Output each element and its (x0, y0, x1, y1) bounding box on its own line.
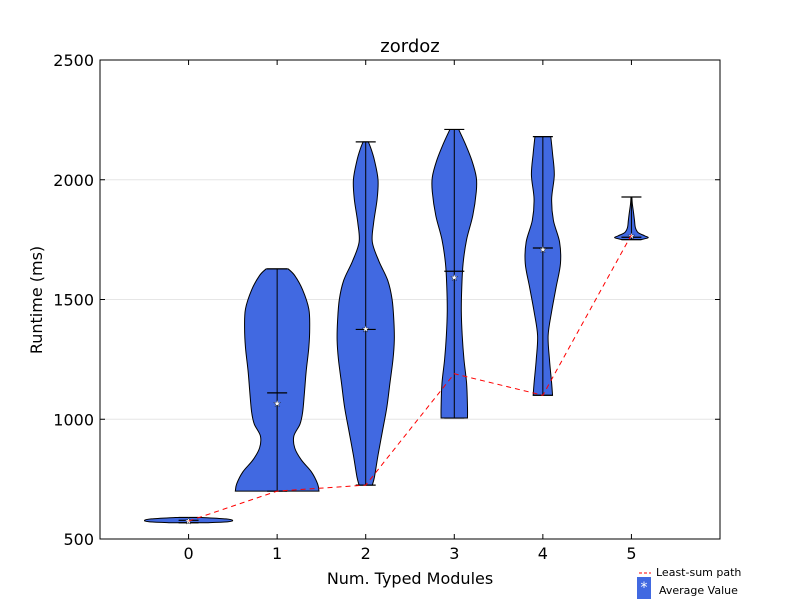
violin-mean-star: ★ (539, 246, 547, 256)
y-tick-label: 2000 (53, 171, 94, 190)
x-axis-title: Num. Typed Modules (327, 569, 493, 588)
x-tick-label: 2 (361, 544, 371, 563)
legend-star-icon: * (641, 580, 648, 596)
legend: Least-sum path * Average Value (637, 566, 741, 599)
violin-layer: ★ ★ ★ ★ ★ ★ (143, 128, 649, 527)
x-tick-label: 3 (449, 544, 459, 563)
legend-path-label: Least-sum path (656, 566, 741, 579)
y-axis-title: Runtime (ms) (27, 246, 46, 354)
least-sum-path-line (188, 234, 632, 522)
violin-mean-star: ★ (627, 232, 635, 242)
legend-average-label: Average Value (659, 584, 738, 597)
y-tick-label: 2500 (53, 51, 94, 70)
y-tick-label: 500 (63, 530, 94, 549)
y-tick-label: 1500 (53, 291, 94, 310)
grid-layer (100, 179, 720, 420)
violin-mean-star: ★ (362, 325, 370, 335)
violin-mean-star: ★ (185, 517, 193, 527)
chart-title: zordoz (380, 36, 439, 57)
violin-mean-star: ★ (273, 399, 281, 409)
x-tick-label: 4 (538, 544, 548, 563)
tick-layer: 500 1000 1500 2000 2500 0 1 2 3 4 5 (53, 51, 721, 563)
x-tick-label: 0 (183, 544, 193, 563)
legend-average-swatch (637, 577, 651, 599)
y-tick-label: 1000 (53, 410, 94, 429)
x-tick-label: 1 (272, 544, 282, 563)
violin-mean-star: ★ (450, 274, 458, 284)
least-sum-path-layer (188, 234, 632, 522)
x-tick-label: 5 (626, 544, 636, 563)
